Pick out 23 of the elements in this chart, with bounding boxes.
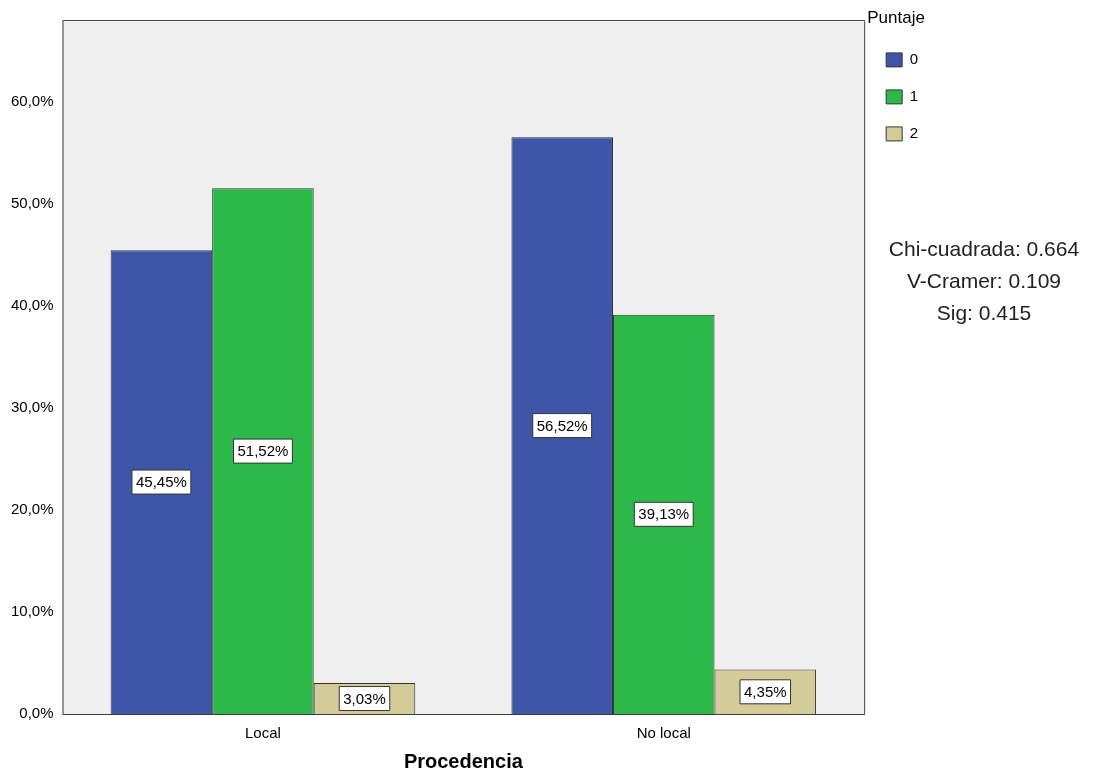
text: Chi-cuadrada: 0.664: [887, 236, 1081, 262]
data-label: 56,52%: [536, 416, 588, 434]
y-tick-label: 50,0%: [10, 193, 54, 211]
legend-label: 2: [909, 124, 918, 142]
text: Sig: 0.415: [935, 300, 1033, 326]
y-tick-label: 0,0%: [19, 704, 54, 722]
data-label: 51,52%: [237, 442, 289, 460]
data-label: 3,03%: [343, 689, 386, 707]
y-tick-label: 30,0%: [10, 397, 54, 415]
x-axis-title: Procedencia: [403, 749, 524, 772]
data-label: 45,45%: [135, 473, 187, 491]
y-tick-label: 10,0%: [10, 602, 54, 620]
text: V-Cramer: 0.109: [905, 268, 1063, 294]
data-label: 39,13%: [638, 505, 690, 523]
legend-label: 0: [909, 50, 918, 68]
y-tick-label: 60,0%: [10, 91, 54, 109]
y-tick-label: 20,0%: [10, 500, 54, 518]
data-label: 4,35%: [744, 682, 787, 700]
x-tick-label: No local: [636, 724, 691, 742]
y-tick-label: 40,0%: [10, 295, 54, 313]
legend-title: Puntaje: [867, 8, 925, 28]
legend-label: 1: [909, 87, 918, 105]
x-tick-label: Local: [245, 724, 281, 742]
